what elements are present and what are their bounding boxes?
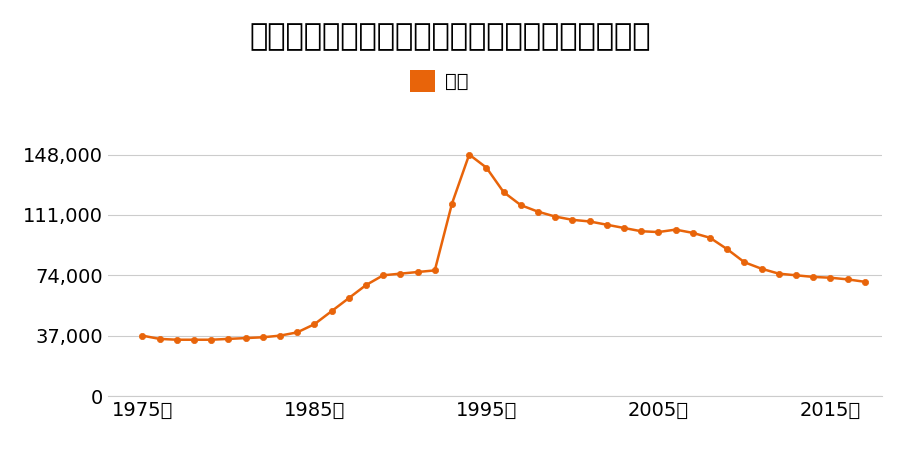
- Text: 価格: 価格: [446, 72, 469, 90]
- Text: 愛知県春日井市大和通１丁目２９番３の地価推移: 愛知県春日井市大和通１丁目２９番３の地価推移: [249, 22, 651, 51]
